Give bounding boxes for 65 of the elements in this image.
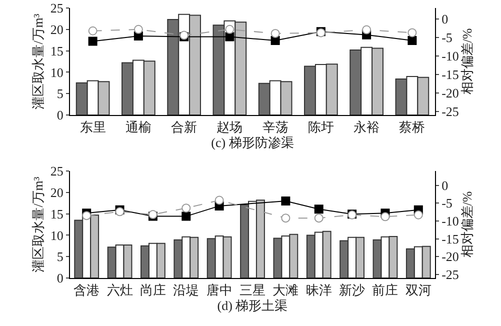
- x-tick-label: 六灶: [106, 282, 133, 298]
- point: [281, 196, 290, 206]
- x-tick-label: 蔡桥: [399, 120, 426, 135]
- y-tick-label: 0: [56, 108, 64, 123]
- y2-tick-label: 0: [442, 178, 448, 193]
- point: [134, 24, 143, 34]
- x-tick-label: 尚庄: [140, 282, 166, 298]
- x-tick-label: 含港: [74, 282, 100, 298]
- y2-tick-label: -25: [442, 104, 459, 119]
- y2-tick-label: -20: [442, 85, 459, 100]
- y-tick-label: 20: [50, 22, 64, 37]
- x-tick-label: 辛荡: [262, 120, 288, 135]
- x-tick-label: 通榆: [125, 120, 152, 135]
- y-tick-label: 10: [50, 64, 64, 80]
- y-axis-title: 灌区取水量/万m³: [30, 176, 46, 272]
- point: [88, 36, 98, 46]
- x-tick-label: 昧洋: [306, 282, 332, 298]
- y-tick-label: 0: [56, 270, 64, 286]
- point: [214, 196, 224, 205]
- x-tick-label: 陈圩: [308, 120, 334, 135]
- y2-axis-title: 相对偏差/%: [460, 191, 475, 258]
- x-axis-title: (c) 梯形防渗渠: [211, 135, 294, 150]
- x-tick-label: 合新: [171, 120, 198, 135]
- x-tick-label: 永裕: [354, 120, 380, 135]
- x-tick-label: 双河: [405, 282, 432, 298]
- point: [414, 210, 423, 220]
- x-axis-title: (d) 梯形土渠: [217, 298, 288, 314]
- y2-axis-title: 相对偏差/%: [460, 28, 475, 95]
- point: [82, 211, 92, 220]
- y-tick-label: 15: [50, 43, 64, 58]
- point: [314, 204, 324, 214]
- y2-tick-label: -5: [442, 30, 452, 46]
- y-axis-title: 灌区取水量/万m³: [30, 14, 46, 110]
- point: [270, 28, 280, 38]
- x-tick-label: 唐中: [206, 282, 232, 298]
- point: [314, 214, 324, 223]
- y-tick-label: 10: [50, 228, 64, 243]
- y-tick-label: 20: [50, 184, 64, 200]
- x-tick-label: 前庄: [372, 282, 398, 298]
- x-tick-label: 东里: [80, 120, 106, 135]
- y2-tick-label: -20: [442, 249, 459, 264]
- y-tick-label: 5: [56, 86, 64, 102]
- y-tick-label: 5: [56, 249, 64, 264]
- y-tick-label: 25: [50, 164, 64, 179]
- point: [362, 25, 372, 34]
- point: [225, 32, 234, 42]
- point: [182, 212, 191, 221]
- y2-tick-label: 0: [442, 12, 448, 27]
- y-tick-label: 15: [50, 206, 64, 222]
- point: [408, 36, 417, 45]
- y2-tick-label: -10: [442, 213, 459, 228]
- y2-tick-label: -25: [442, 266, 459, 282]
- x-tick-label: 新沙: [339, 282, 366, 298]
- point: [281, 214, 290, 223]
- y2-tick-label: -15: [442, 66, 459, 82]
- x-tick-label: 沿堤: [173, 282, 200, 298]
- x-tick-label: 大滩: [272, 282, 299, 298]
- x-tick-label: 赵场: [216, 120, 243, 135]
- y2-tick-label: -15: [442, 231, 459, 246]
- y2-tick-label: -10: [442, 48, 459, 64]
- y2-tick-label: -5: [442, 196, 452, 211]
- x-tick-label: 三星: [240, 282, 266, 298]
- y-tick-label: 25: [50, 0, 64, 16]
- point: [88, 26, 98, 36]
- point: [380, 212, 390, 222]
